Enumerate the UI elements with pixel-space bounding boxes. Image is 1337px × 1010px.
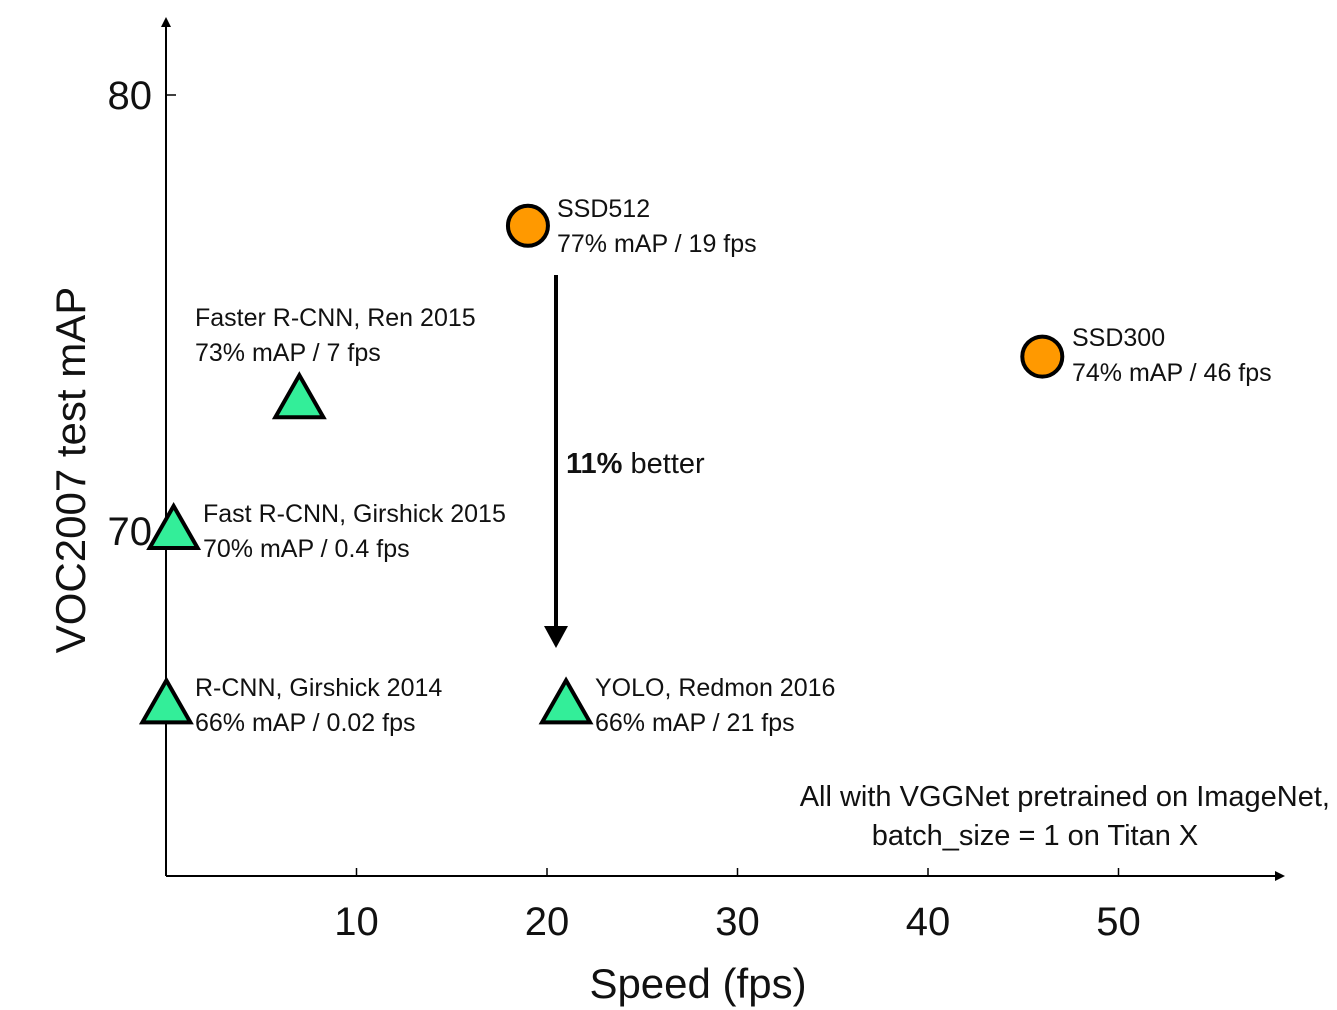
y-axis-title: VOC2007 test mAP [47,287,94,654]
improvement-bold: 11% [566,448,623,480]
point-name-label: R-CNN, Girshick 2014 [195,674,442,702]
point-caption-label: 74% mAP / 46 fps [1072,359,1272,387]
x-tick-label: 20 [525,900,570,944]
circle-marker [505,203,550,248]
point-caption-label: 66% mAP / 0.02 fps [195,709,416,737]
data-point-2: SSD300 74% mAP / 46 fps [1020,324,1272,387]
point-caption-label: 66% mAP / 21 fps [595,709,795,737]
point-name-label: SSD512 [557,195,650,223]
y-tick-label: 70 [108,510,153,554]
point-name-label: SSD300 [1072,324,1165,352]
note-line-2: batch_size = 1 on Titan X [872,820,1198,852]
x-axis-title: Speed (fps) [589,960,806,1007]
x-tick-label: 30 [715,900,760,944]
data-point-4: Fast R-CNN, Girshick 2015 70% mAP / 0.4 f… [146,500,506,563]
x-tick-label: 50 [1096,900,1141,944]
triangle-marker [271,371,327,420]
data-point-6: YOLO, Redmon 2016 66% mAP / 21 fps [538,674,835,737]
x-tick-label: 10 [334,900,379,944]
x-tick-label: 40 [906,900,951,944]
improvement-annotation: 11% better [544,275,705,648]
improvement-arrow-head [544,626,568,648]
improvement-rest: better [622,448,705,480]
point-name-label: Faster R-CNN, Ren 2015 [195,304,476,332]
point-caption-label: 77% mAP / 19 fps [557,230,757,258]
point-name-label: YOLO, Redmon 2016 [595,674,835,702]
note-line-1: All with VGGNet pretrained on ImageNet, [800,781,1330,813]
axis-ticks: 10 20 30 40 50 70 80 [108,74,1141,944]
data-point-3: Faster R-CNN, Ren 2015 73% mAP / 7 fps [195,304,476,420]
circle-marker [1020,334,1065,379]
y-tick-label: 80 [108,74,153,118]
point-caption-label: 70% mAP / 0.4 fps [203,535,410,563]
data-point-5: R-CNN, Girshick 2014 66% mAP / 0.02 fps [138,674,442,737]
triangle-marker [138,676,194,725]
triangle-marker [146,501,202,550]
improvement-label: 11% better [566,448,705,480]
point-caption-label: 73% mAP / 7 fps [195,339,381,367]
point-name-label: Fast R-CNN, Girshick 2015 [203,500,506,528]
axes [161,17,1285,881]
triangle-marker [538,676,594,725]
data-points: SSD512 77% mAP / 19 fps SSD300 74% mAP / 46… [138,195,1272,737]
data-point-1: SSD512 77% mAP / 19 fps [505,195,757,258]
